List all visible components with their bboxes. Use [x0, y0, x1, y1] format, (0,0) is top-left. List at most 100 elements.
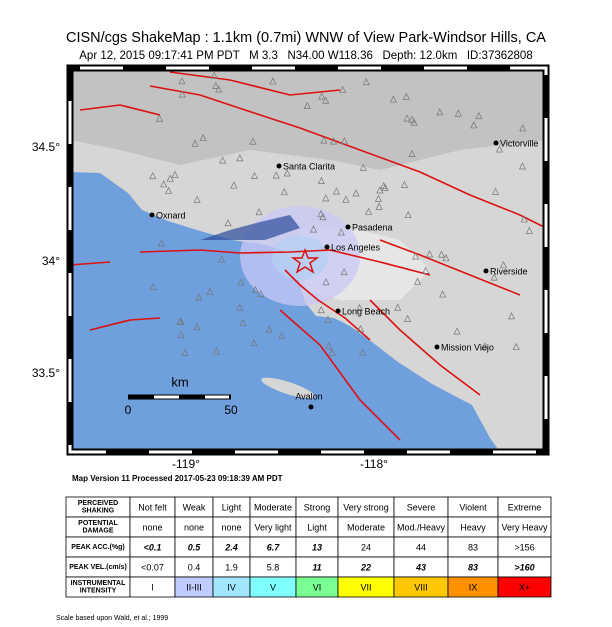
- station: [403, 114, 411, 122]
- cell-text: 24: [361, 542, 371, 552]
- station: [400, 180, 408, 188]
- station: [212, 81, 220, 89]
- faults: [70, 71, 546, 441]
- station: [160, 180, 168, 188]
- lon-label: -119°: [172, 457, 200, 471]
- city-dot: [345, 224, 351, 230]
- station: [250, 171, 259, 179]
- station: [404, 210, 412, 219]
- station: [149, 282, 157, 291]
- station: [518, 162, 527, 170]
- station: [324, 315, 332, 323]
- station: [195, 293, 203, 301]
- station: [283, 169, 291, 177]
- station: [317, 176, 325, 184]
- cell-text: Weak: [183, 502, 206, 512]
- station: [206, 287, 214, 295]
- station: [280, 188, 288, 196]
- station: [230, 181, 238, 189]
- station: [322, 96, 330, 104]
- station: [237, 278, 245, 286]
- station: [495, 145, 504, 153]
- lon-label: -118°: [360, 457, 388, 471]
- station: [278, 331, 286, 339]
- cell-text: Very strong: [343, 502, 389, 512]
- station: [389, 95, 397, 103]
- city-dot: [483, 268, 489, 274]
- subtitle: Apr 12, 2015 09:17:41 PM PDT M 3.3 N34.0…: [79, 50, 532, 62]
- station: [215, 85, 223, 93]
- city-label: Oxnard: [156, 210, 186, 220]
- cell-text: 22: [360, 562, 371, 572]
- station: [317, 305, 325, 314]
- station: [376, 186, 384, 194]
- row-header: POTENTIAL: [78, 520, 118, 527]
- station: [362, 77, 370, 86]
- station: [426, 250, 434, 258]
- station: [408, 149, 416, 157]
- station: [410, 118, 418, 126]
- scale-label: 50: [224, 403, 238, 417]
- city-dot: [493, 140, 499, 146]
- station: [322, 194, 330, 202]
- cell-text: <0.1: [144, 542, 162, 552]
- cell-text: Moderate: [254, 502, 292, 512]
- row-header: PERCEIVED: [78, 500, 118, 507]
- city-label: Pasadena: [352, 222, 393, 232]
- cell-text: VIII: [414, 582, 428, 592]
- city-dot: [324, 244, 330, 250]
- cell-text: 2.4: [224, 542, 238, 552]
- station: [481, 342, 489, 350]
- station: [322, 278, 330, 286]
- station: [171, 170, 179, 178]
- station: [375, 202, 383, 210]
- station: [157, 239, 166, 247]
- city-label: Victorville: [500, 138, 538, 148]
- cell-text: V: [270, 582, 276, 592]
- station: [332, 187, 340, 195]
- station: [394, 303, 402, 311]
- island: [261, 377, 315, 399]
- cell-text: Extreme: [508, 502, 542, 512]
- cell-text: 83: [468, 542, 478, 552]
- station: [193, 322, 201, 331]
- station: [356, 324, 365, 333]
- station: [364, 207, 373, 215]
- station: [337, 228, 345, 236]
- cell-text: 83: [468, 562, 478, 572]
- city-label: Riverside: [490, 266, 528, 276]
- cell-text: Not felt: [138, 502, 167, 512]
- station: [236, 154, 244, 162]
- station: [303, 101, 311, 109]
- cell-text: Very Heavy: [501, 522, 548, 532]
- cell-text: Moderate: [347, 522, 385, 532]
- station: [340, 267, 348, 276]
- station: [342, 195, 350, 203]
- cell-text: IV: [227, 582, 236, 592]
- row-header: PEAK ACC.(%g): [71, 544, 124, 551]
- row-header: PEAK VEL.(cm/s): [69, 564, 127, 571]
- cell-text: I: [151, 582, 154, 592]
- cell-text: IX: [469, 582, 478, 592]
- station: [412, 252, 420, 260]
- station: [251, 285, 260, 294]
- cell-text: 11: [312, 562, 321, 572]
- station: [359, 163, 367, 171]
- city-label: Los Angeles: [331, 242, 381, 252]
- cell-text: Strong: [304, 502, 331, 512]
- station: [475, 111, 483, 120]
- station: [249, 137, 257, 145]
- cell-text: 0.5: [188, 542, 202, 552]
- station: [454, 109, 462, 117]
- station: [359, 348, 367, 356]
- city-label: Mission Viejo: [441, 342, 494, 352]
- station: [330, 137, 338, 145]
- station: [178, 90, 186, 98]
- cell-text: Light: [222, 502, 242, 512]
- station: [224, 218, 232, 227]
- cell-text: Severe: [407, 502, 436, 512]
- station: [436, 108, 444, 116]
- station: [403, 314, 412, 322]
